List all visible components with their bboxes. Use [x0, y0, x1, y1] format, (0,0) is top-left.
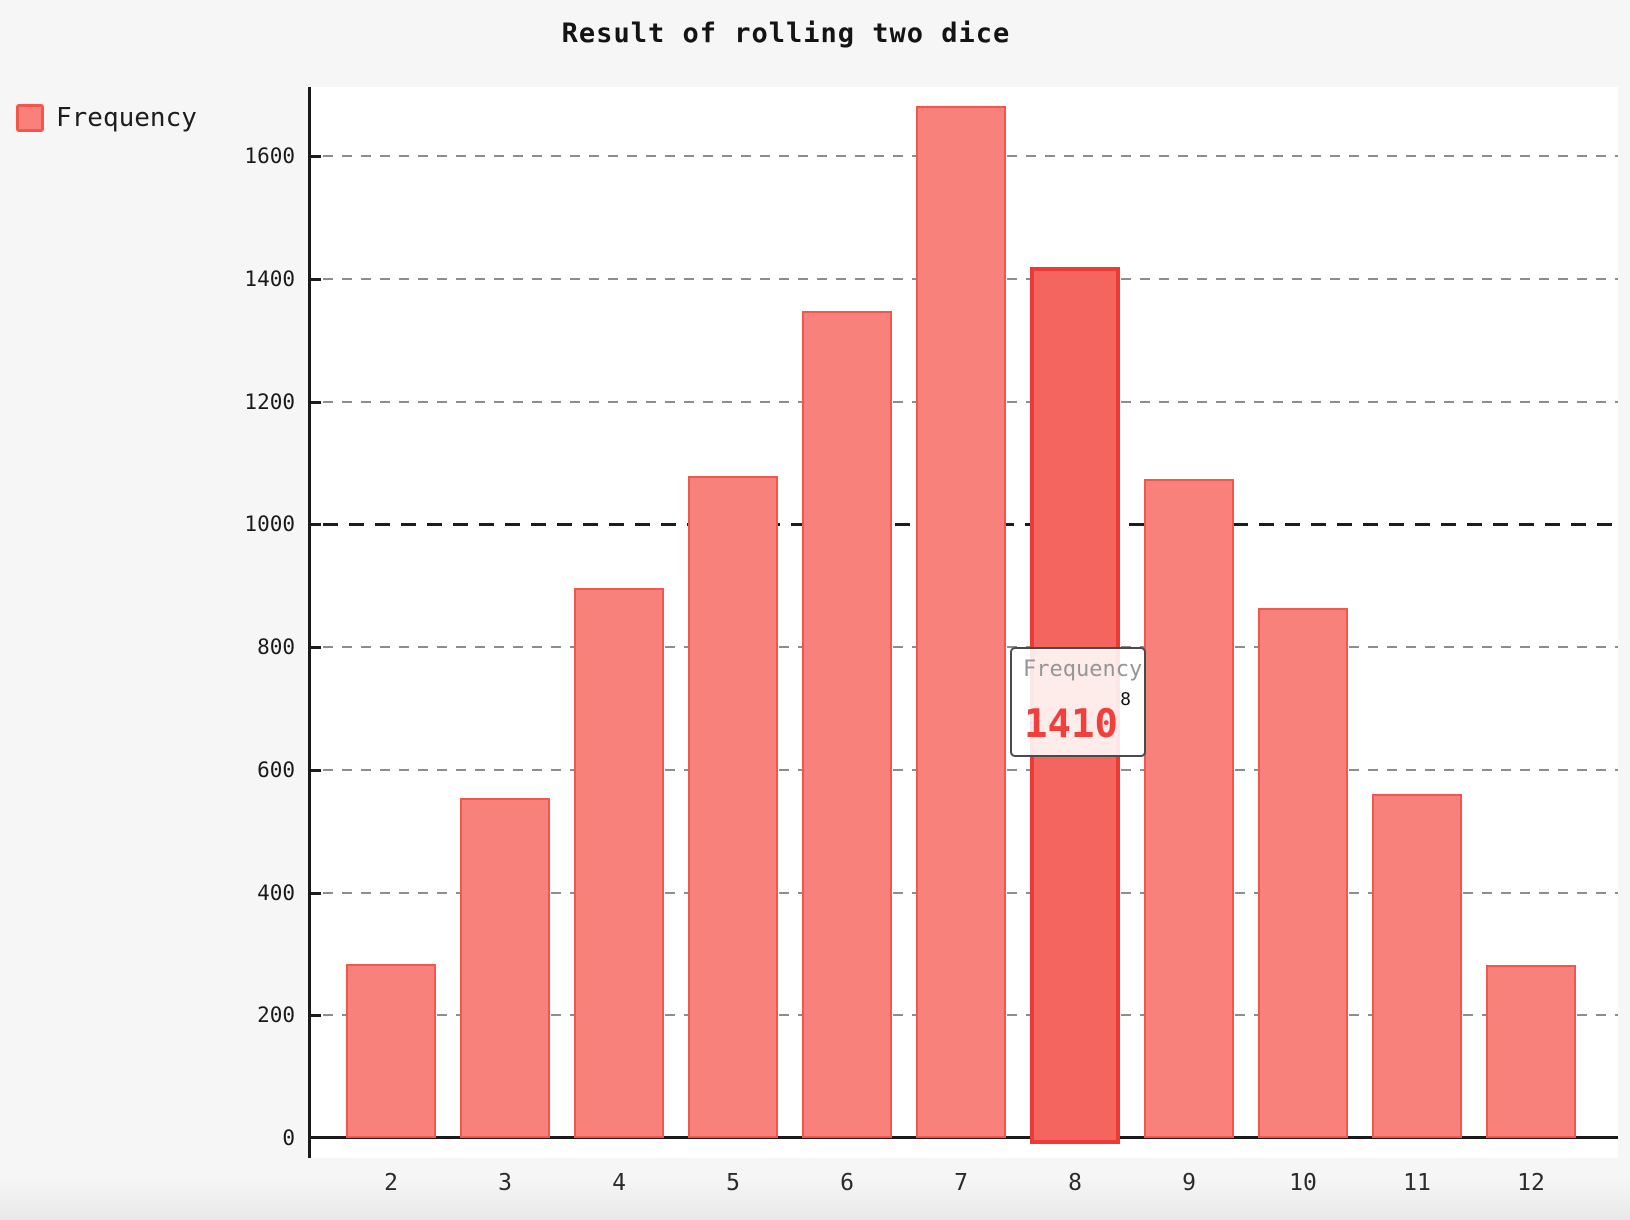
bar-10[interactable] — [1258, 608, 1348, 1138]
x-tick-label-4: 4 — [612, 1170, 626, 1196]
bar-2[interactable] — [346, 964, 436, 1138]
y-tick-label-1000: 1000 — [244, 512, 295, 537]
legend-swatch — [16, 104, 44, 132]
x-tick-label-7: 7 — [954, 1170, 968, 1196]
y-tick-800 — [311, 646, 321, 649]
y-axis-line — [308, 87, 311, 1158]
bar-3[interactable] — [460, 798, 550, 1138]
x-tick-label-5: 5 — [726, 1170, 740, 1196]
legend-item-frequency[interactable]: Frequency — [16, 103, 197, 133]
y-tick-label-800: 800 — [257, 635, 295, 659]
bar-4[interactable] — [574, 588, 664, 1138]
x-tick-label-11: 11 — [1403, 1170, 1431, 1196]
x-tick-label-12: 12 — [1517, 1170, 1545, 1196]
x-tick-label-6: 6 — [840, 1170, 854, 1196]
y-tick-400 — [311, 891, 321, 895]
y-tick-600 — [311, 768, 321, 772]
y-tick-label-1400: 1400 — [244, 266, 295, 291]
bar-7[interactable] — [916, 106, 1006, 1138]
bar-8[interactable] — [1030, 267, 1120, 1144]
y-tick-label-1600: 1600 — [244, 144, 295, 168]
bar-5[interactable] — [688, 476, 778, 1138]
y-tick-200 — [311, 1014, 321, 1018]
x-tick-label-2: 2 — [384, 1170, 398, 1196]
x-tick-label-3: 3 — [498, 1170, 512, 1196]
y-tick-label-0: 0 — [282, 1126, 295, 1150]
legend-label: Frequency — [56, 103, 197, 133]
y-tick-1400 — [311, 277, 321, 281]
y-tick-label-600: 600 — [257, 757, 295, 782]
y-tick-1200 — [311, 400, 321, 404]
y-tick-1000 — [311, 523, 321, 527]
y-tick-label-400: 400 — [257, 880, 295, 905]
x-tick-label-10: 10 — [1289, 1170, 1317, 1196]
x-tick-label-9: 9 — [1182, 1170, 1196, 1196]
bar-9[interactable] — [1144, 479, 1234, 1138]
bar-6[interactable] — [802, 311, 892, 1138]
bar-12[interactable] — [1486, 965, 1576, 1138]
bar-11[interactable] — [1372, 794, 1462, 1138]
y-tick-label-200: 200 — [257, 1003, 295, 1028]
y-tick-label-1200: 1200 — [244, 389, 295, 414]
chart-title: Result of rolling two dice — [561, 18, 1011, 49]
y-tick-1600 — [311, 155, 321, 158]
x-tick-label-8: 8 — [1068, 1170, 1082, 1196]
